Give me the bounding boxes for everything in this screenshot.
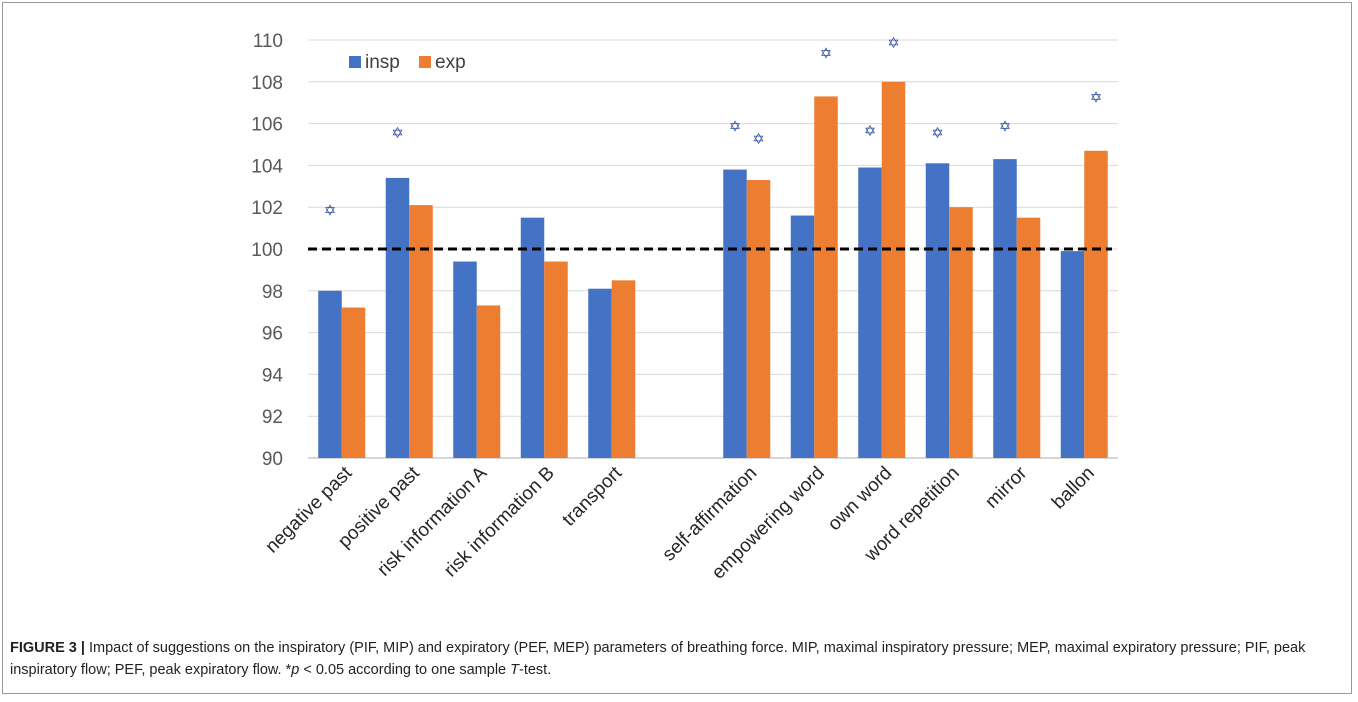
significance-star-icon: ✡ bbox=[887, 34, 900, 52]
y-tick-label: 110 bbox=[253, 31, 283, 52]
x-category-label: mirror bbox=[981, 462, 1031, 512]
bar-insp bbox=[453, 261, 477, 458]
bar-exp bbox=[746, 180, 771, 458]
bar-exp bbox=[544, 261, 568, 458]
significance-star-icon: ✡ bbox=[864, 122, 877, 140]
bar-exp bbox=[814, 96, 838, 459]
figure-frame bbox=[2, 2, 1352, 694]
bar-exp bbox=[881, 81, 906, 459]
x-category-label: transport bbox=[558, 462, 626, 530]
significance-star-icon: ✡ bbox=[729, 118, 742, 136]
gridlines bbox=[308, 39, 1118, 459]
caption-text: Impact of suggestions on the inspiratory… bbox=[10, 640, 1306, 678]
bar-insp bbox=[588, 288, 612, 458]
figure-label: FIGURE 3 | bbox=[10, 640, 85, 656]
bar-insp bbox=[520, 217, 545, 458]
bar-exp bbox=[409, 205, 433, 458]
y-axis: 90 92 94 96 98 100 102 104 106 108 110 bbox=[251, 31, 283, 470]
significance-star-icon: ✡ bbox=[931, 124, 944, 142]
caption-p: p bbox=[291, 662, 300, 678]
bar-exp bbox=[476, 305, 501, 458]
bar-insp bbox=[993, 159, 1017, 458]
bar-insp bbox=[723, 169, 747, 458]
y-tick-label: 100 bbox=[251, 240, 283, 261]
y-tick-label: 90 bbox=[262, 449, 283, 470]
bar-exp bbox=[949, 207, 973, 458]
y-tick-label: 92 bbox=[262, 407, 283, 428]
y-tick-label: 98 bbox=[262, 282, 283, 303]
significance-star-icon: ✡ bbox=[1090, 88, 1103, 106]
bar-chart: 90 92 94 96 98 100 102 104 106 108 110 ✡ ✡ ✡ ✡ ✡ ✡ ✡ ✡ ✡✡ … bbox=[251, 31, 1118, 584]
bars bbox=[318, 81, 1108, 459]
bar-exp bbox=[341, 307, 366, 458]
x-category-label: own word bbox=[824, 463, 896, 535]
significance-star-icon: ✡ bbox=[391, 124, 404, 142]
x-category-label: ballon bbox=[1048, 463, 1099, 514]
bar-insp bbox=[925, 163, 950, 458]
caption-t: T bbox=[510, 662, 519, 678]
caption-text-mid: < 0.05 according to one sample bbox=[299, 662, 511, 678]
y-tick-label: 94 bbox=[262, 365, 284, 386]
x-category-label: empowering word bbox=[708, 463, 829, 584]
significance-star-icon: ✡ bbox=[752, 130, 765, 148]
bar-insp bbox=[858, 167, 882, 459]
y-tick-label: 102 bbox=[251, 198, 283, 219]
bar-insp bbox=[1060, 251, 1085, 458]
significance-markers: ✡ ✡ ✡ ✡ ✡ ✡ ✡ ✡ ✡ ✡ bbox=[324, 34, 1103, 219]
y-tick-label: 106 bbox=[251, 115, 283, 136]
y-tick-label: 108 bbox=[251, 73, 283, 94]
legend-label-insp: insp bbox=[365, 52, 400, 73]
bar-insp bbox=[385, 177, 410, 458]
caption-text-end: -test. bbox=[519, 662, 552, 678]
significance-star-icon: ✡ bbox=[820, 45, 833, 63]
legend-swatch-exp bbox=[419, 56, 431, 68]
y-tick-label: 96 bbox=[262, 324, 283, 345]
bar-insp bbox=[790, 215, 815, 458]
y-tick-label: 104 bbox=[251, 156, 283, 177]
bar-exp bbox=[1084, 150, 1108, 458]
legend-label-exp: exp bbox=[435, 52, 466, 73]
significance-star-icon: ✡ bbox=[999, 118, 1012, 136]
bar-exp bbox=[611, 280, 636, 458]
bar-exp bbox=[1016, 217, 1041, 458]
figure-caption: FIGURE 3 | Impact of suggestions on the … bbox=[10, 637, 1345, 681]
legend: insp exp bbox=[349, 52, 466, 73]
bar-insp bbox=[318, 290, 342, 458]
significance-star-icon: ✡ bbox=[324, 201, 337, 219]
legend-swatch-insp bbox=[349, 56, 361, 68]
